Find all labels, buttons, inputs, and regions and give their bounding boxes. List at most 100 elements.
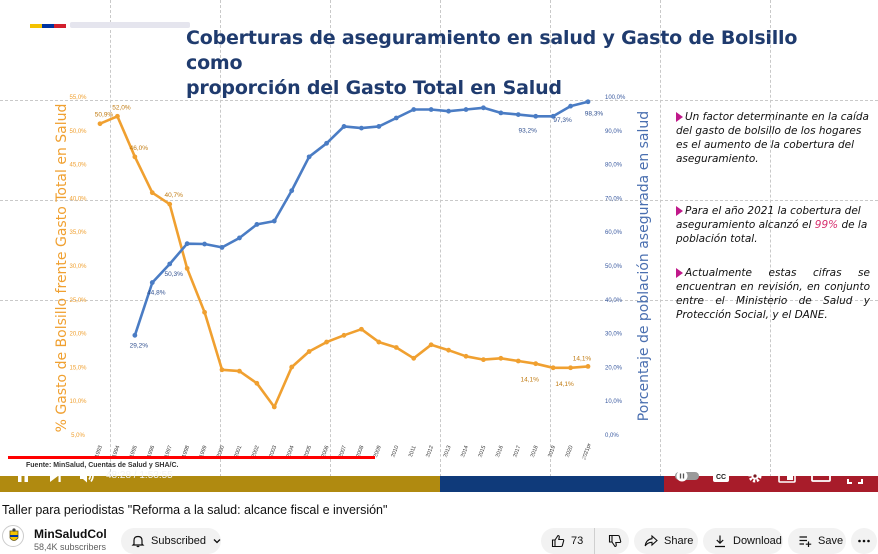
right-axis-tick-label: 10,0%: [605, 399, 623, 405]
x-axis-tick-label: 2012: [425, 445, 435, 459]
x-axis-tick-label: 1998: [181, 445, 191, 459]
channel-avatar[interactable]: [2, 525, 24, 547]
pause-button[interactable]: [10, 464, 36, 488]
player-controls: 48:28 / 1:53:55 CC: [0, 456, 878, 492]
share-button[interactable]: Share: [634, 528, 698, 554]
download-button[interactable]: Download: [703, 528, 783, 554]
data-point-coverage: [428, 107, 434, 112]
slide-title-line-1: Coberturas de aseguramiento en salud y G…: [186, 27, 798, 74]
data-point-out-of-pocket: [341, 332, 347, 338]
x-axis-tick-label: 2000: [216, 445, 226, 459]
data-label: 29,2%: [130, 342, 149, 349]
left-axis-tick-label: 25,0%: [69, 298, 87, 304]
x-axis-tick-label: 2009: [373, 445, 383, 459]
data-point-coverage: [481, 105, 486, 111]
right-axis-tick-label: 20,0%: [605, 365, 623, 371]
x-axis-tick-label: 1997: [164, 445, 174, 459]
data-point-coverage: [237, 235, 242, 241]
data-point-out-of-pocket: [237, 368, 242, 374]
ministry-logo: [30, 24, 66, 28]
x-axis-tick-label: 2013: [443, 445, 453, 459]
next-button[interactable]: [42, 464, 68, 488]
like-button[interactable]: 73: [541, 528, 596, 554]
gridline-vertical: [660, 0, 661, 492]
source-note: Fuente: MinSalud, Cuentas de Salud y SHA…: [26, 462, 179, 469]
captions-icon: CC: [713, 470, 729, 482]
miniplayer-icon: [778, 469, 796, 483]
captions-button[interactable]: CC: [708, 464, 734, 488]
gridline-vertical: [440, 0, 441, 492]
volume-button[interactable]: [74, 464, 100, 488]
data-point-coverage: [306, 154, 312, 160]
theater-button[interactable]: [808, 464, 834, 488]
x-axis-tick-label: 2010: [390, 445, 400, 459]
right-axis-tick-label: 70,0%: [605, 196, 623, 202]
data-point-out-of-pocket: [481, 357, 486, 363]
x-axis-tick-label: 2021pr: [581, 442, 593, 460]
data-point-coverage: [271, 218, 277, 224]
data-point-coverage: [341, 124, 347, 129]
data-point-out-of-pocket: [271, 404, 277, 410]
share-arrow-icon: [644, 534, 658, 547]
x-axis-tick-label: 2016: [495, 445, 505, 459]
data-label: 14,1%: [573, 355, 592, 362]
data-point-out-of-pocket: [515, 358, 521, 364]
slide-title: Coberturas de aseguramiento en salud y G…: [186, 26, 806, 101]
left-axis-tick-label: 50,0%: [69, 129, 87, 135]
autoplay-toggle[interactable]: [672, 464, 702, 488]
subscribed-button[interactable]: Subscribed: [121, 528, 221, 554]
channel-name[interactable]: MinSaludCol: [34, 527, 107, 541]
gridline-vertical: [110, 0, 111, 492]
x-axis-tick-label: 2020: [565, 445, 575, 459]
data-point-out-of-pocket: [202, 309, 207, 315]
data-label: 93,2%: [518, 127, 537, 134]
thumbs-up-icon: [551, 534, 565, 548]
data-point-coverage: [411, 107, 417, 112]
left-axis-tick-label: 30,0%: [69, 264, 87, 270]
miniplayer-button[interactable]: [774, 464, 800, 488]
bullet-1: Un factor determinante en la caída del g…: [676, 110, 870, 166]
like-dislike-group: 73: [541, 528, 629, 554]
data-point-out-of-pocket: [254, 380, 260, 386]
data-point-coverage: [149, 280, 155, 285]
data-point-coverage: [446, 108, 451, 114]
bullet-2-highlight: 99%: [814, 219, 839, 231]
right-axis-tick-label: 40,0%: [605, 298, 623, 304]
data-point-coverage: [585, 99, 591, 105]
x-axis-tick-label: 2003: [268, 445, 278, 459]
data-point-out-of-pocket: [446, 347, 451, 353]
x-axis-tick-label: 2004: [286, 445, 296, 459]
data-label: 46,0%: [130, 145, 149, 152]
data-point-coverage: [515, 112, 521, 117]
data-point-out-of-pocket: [411, 355, 417, 361]
series-line-coverage: [133, 100, 589, 336]
data-point-coverage: [132, 332, 138, 338]
dislike-button[interactable]: [601, 528, 629, 554]
pause-icon: [18, 470, 28, 482]
left-axis-title: % Gasto de Bolsillo frente Gasto Total e…: [54, 104, 70, 433]
logo-subtitle-bar: [70, 22, 190, 28]
settings-button[interactable]: [742, 464, 768, 488]
x-axis-tick-label: 2014: [460, 445, 470, 459]
data-point-out-of-pocket: [393, 345, 399, 350]
theater-icon: [811, 470, 831, 482]
left-axis-tick-label: 40,0%: [69, 196, 87, 202]
bullet-2: Para el año 2021 la cobertura del asegur…: [676, 204, 870, 246]
x-axis-tick-label: 1999: [199, 445, 209, 459]
progress-bar[interactable]: [8, 456, 870, 459]
video-player[interactable]: Coberturas de aseguramiento en salud y G…: [0, 0, 878, 492]
right-axis-tick-label: 0,0%: [605, 433, 619, 439]
fullscreen-button[interactable]: [842, 464, 868, 488]
x-axis-tick-label: 1995: [129, 445, 139, 459]
more-actions-button[interactable]: [851, 528, 877, 554]
data-point-out-of-pocket: [498, 355, 504, 361]
download-label: Download: [733, 535, 782, 547]
data-point-out-of-pocket: [585, 364, 591, 369]
x-axis-tick-label: 2002: [251, 445, 261, 459]
bullet-arrow-icon: [676, 206, 683, 216]
download-icon: [715, 535, 725, 548]
save-button[interactable]: Save: [788, 528, 846, 554]
data-point-coverage: [254, 222, 260, 227]
data-point-out-of-pocket: [132, 154, 138, 160]
data-point-out-of-pocket: [219, 367, 225, 373]
